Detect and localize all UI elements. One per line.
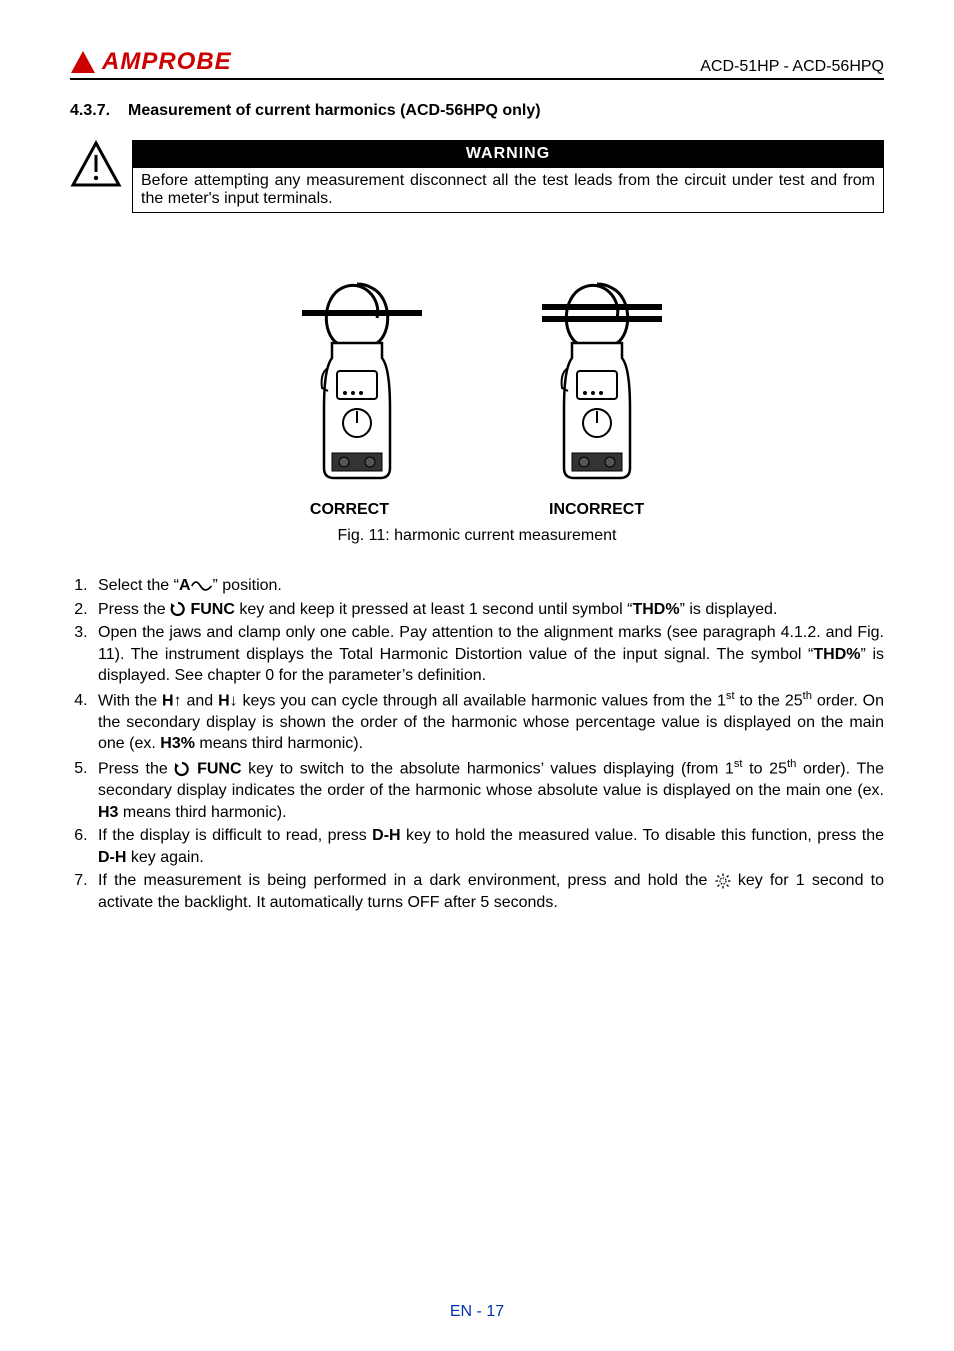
step-6-text-b: key to hold the measured value. To disab… [401, 827, 884, 844]
clamp-correct-icon [282, 273, 432, 483]
step-4-text-c: keys you can cycle through all available… [238, 692, 726, 709]
step-5-text-a: Press the [98, 760, 174, 777]
step-1-symbol-a: A [179, 577, 191, 594]
step-4-arrow-up: ↑ [174, 692, 182, 709]
step-5: Press the FUNC key to switch to the abso… [92, 757, 884, 823]
figure-correct-label: CORRECT [310, 501, 389, 519]
page: AMPROBE ACD-51HP - ACD-56HPQ 4.3.7. Meas… [0, 0, 954, 1351]
step-7: If the measurement is being performed in… [92, 870, 884, 913]
step-1-text-b: ” position. [213, 577, 282, 594]
figure-row [70, 273, 884, 483]
figure-incorrect-label: INCORRECT [549, 501, 644, 519]
step-6-dh2: D-H [98, 849, 126, 866]
step-5-sup1: st [734, 758, 743, 770]
figure-caption: Fig. 11: harmonic current measurement [70, 527, 884, 545]
step-1-text-a: Select the “ [98, 577, 179, 594]
step-5-h3: H3 [98, 804, 118, 821]
step-3-thd: THD% [813, 646, 860, 663]
page-header: AMPROBE ACD-51HP - ACD-56HPQ [70, 48, 884, 80]
step-4-arrow-down: ↓ [230, 692, 238, 709]
model-label: ACD-51HP - ACD-56HPQ [700, 58, 884, 76]
step-2-text-b: key and keep it pressed at least 1 secon… [235, 601, 633, 618]
cycle-icon [174, 761, 190, 777]
warning-body: Before attempting any measurement discon… [133, 168, 884, 213]
step-5-text-c: to 25 [743, 760, 787, 777]
step-4-text-a: With the [98, 692, 162, 709]
step-2-thd: THD% [632, 601, 679, 618]
figure-labels: CORRECT INCORRECT [70, 501, 884, 519]
backlight-icon [715, 873, 731, 889]
step-4-text-f: means third harmonic). [195, 735, 363, 752]
step-5-text-e: means third harmonic). [118, 804, 286, 821]
step-4-h-up: H [162, 692, 174, 709]
step-6: If the display is difficult to read, pre… [92, 825, 884, 868]
sine-wave-icon [191, 579, 213, 593]
step-5-func: FUNC [190, 760, 241, 777]
section-title: Measurement of current harmonics (ACD-56… [128, 102, 541, 120]
step-2-text-c: ” is displayed. [680, 601, 778, 618]
section-heading: 4.3.7. Measurement of current harmonics … [70, 102, 884, 120]
warning-triangle-icon [70, 140, 122, 188]
warning-table: WARNING Before attempting any measuremen… [132, 140, 884, 213]
step-4-h-down: H [218, 692, 230, 709]
step-5-text-b: key to switch to the absolute harmonics’… [242, 760, 734, 777]
warning-triangle-logo-icon [70, 50, 96, 74]
clamp-incorrect-icon [522, 273, 672, 483]
step-6-text-a: If the display is difficult to read, pre… [98, 827, 372, 844]
brand-logo: AMPROBE [70, 48, 232, 76]
page-footer: EN - 17 [0, 1303, 954, 1321]
step-6-dh1: D-H [372, 827, 400, 844]
warning-block: WARNING Before attempting any measuremen… [70, 140, 884, 213]
section-number: 4.3.7. [70, 102, 110, 120]
step-5-sup2: th [787, 758, 796, 770]
warning-title: WARNING [133, 141, 884, 168]
step-4: With the H↑ and H↓ keys you can cycle th… [92, 689, 884, 755]
cycle-icon [170, 601, 186, 617]
step-4-text-d: to the 25 [735, 692, 803, 709]
step-3: Open the jaws and clamp only one cable. … [92, 622, 884, 687]
step-7-text-a: If the measurement is being performed in… [98, 872, 715, 889]
step-4-text-b: and [182, 692, 218, 709]
step-6-text-c: key again. [126, 849, 203, 866]
step-1: Select the “A ” position. [92, 575, 884, 597]
step-4-sup2: th [803, 690, 812, 702]
steps-list: Select the “A ” position. Press the FUNC … [70, 575, 884, 914]
step-2-text-a: Press the [98, 601, 170, 618]
step-2-func: FUNC [186, 601, 235, 618]
step-4-sup1: st [726, 690, 735, 702]
step-2: Press the FUNC key and keep it pressed a… [92, 599, 884, 621]
step-4-h3p: H3% [160, 735, 195, 752]
step-3-text-a: Open the jaws and clamp only one cable. … [98, 624, 884, 663]
brand-name: AMPROBE [102, 48, 232, 76]
